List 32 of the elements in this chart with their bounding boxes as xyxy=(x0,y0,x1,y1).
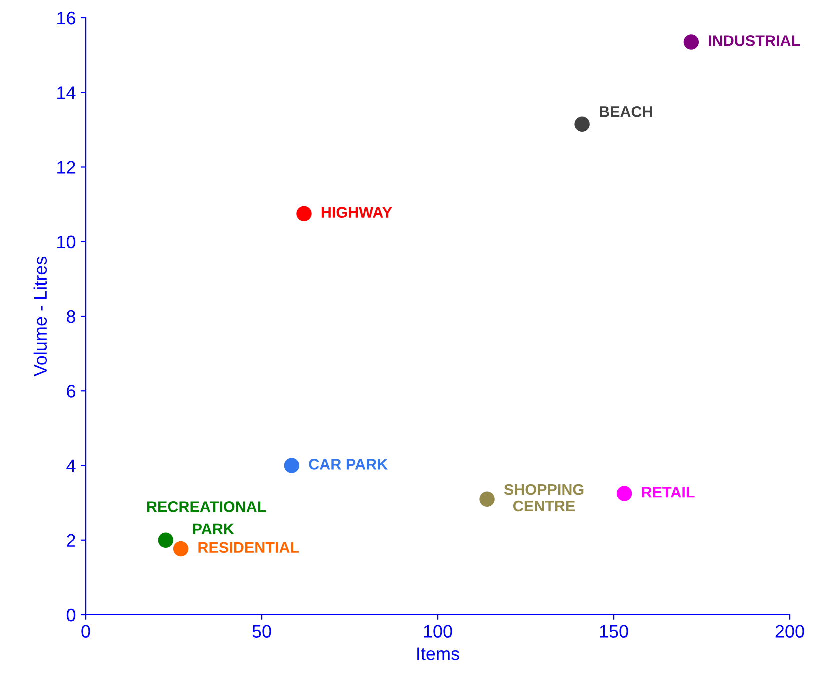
point xyxy=(296,206,312,222)
point xyxy=(158,532,174,548)
point xyxy=(574,116,590,132)
x-tick-label: 200 xyxy=(776,625,804,638)
series-label: INDUSTRIAL xyxy=(709,36,800,46)
y-tick-label: 0 xyxy=(66,608,76,622)
y-axis-title: Volume - Litres xyxy=(34,256,48,377)
x-axis-title: Items xyxy=(418,648,460,660)
x-tick-label: 100 xyxy=(424,625,452,638)
y-tick-label: 14 xyxy=(58,86,76,100)
y-tick-label: 12 xyxy=(58,161,76,174)
series-label: RECREATIONAL PARK xyxy=(147,502,266,534)
y-tick-label: 2 xyxy=(67,534,76,547)
series-label: HIGHWAY xyxy=(322,207,392,218)
series-label: CAR PARK xyxy=(309,459,388,470)
y-tick-label: 10 xyxy=(58,236,76,249)
point xyxy=(480,492,495,507)
series-label: BEACH xyxy=(600,106,652,118)
y-tick-label: 16 xyxy=(58,12,76,25)
y-tick-label: 8 xyxy=(67,310,76,324)
point xyxy=(616,486,632,502)
y-tick-label: 4 xyxy=(66,460,76,472)
point xyxy=(684,34,700,50)
x-tick-label: 150 xyxy=(600,625,628,638)
series-label: RESIDENTIAL xyxy=(198,542,300,554)
point xyxy=(284,458,300,474)
point xyxy=(173,541,189,557)
series-label: SHOPPING CENTRE xyxy=(504,484,584,512)
y-tick-label: 6 xyxy=(67,385,76,398)
series-label: RETAIL xyxy=(642,487,695,498)
x-tick-label: 50 xyxy=(252,625,272,638)
x-tick-label: 0 xyxy=(82,625,90,638)
